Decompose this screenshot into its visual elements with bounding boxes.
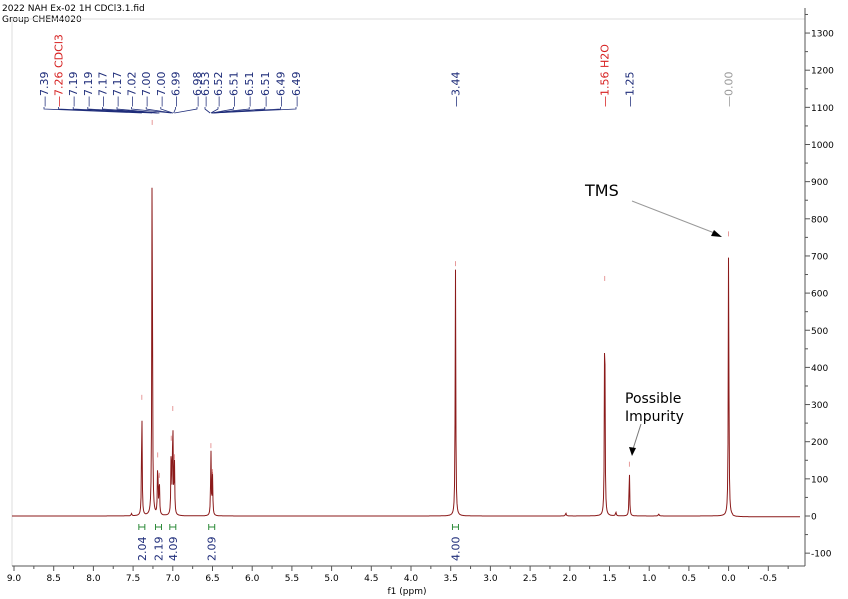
y-tick-label: 600 <box>811 290 828 300</box>
x-tick-label: 6.0 <box>245 574 260 584</box>
peak-label: —6.51 <box>243 72 256 108</box>
x-tick-label: 7.5 <box>126 574 140 584</box>
y-tick-label: -100 <box>811 550 832 560</box>
x-axis: 9.0 8.5 8.0 7.5 7.0 6.5 6.0 5.5 5.0 4.5 4.0 3.5 3.0 2… <box>7 565 805 584</box>
x-tick-label: 8.5 <box>47 574 61 584</box>
impurity-arrow <box>632 423 642 450</box>
x-tick-label: 0.5 <box>682 574 696 584</box>
y-tick-label: 1000 <box>811 141 834 151</box>
peak-label: —6.51 <box>259 72 272 108</box>
x-tick-label: 9.0 <box>7 574 22 584</box>
peak-label-leader <box>58 107 153 114</box>
peak-label: —6.49 <box>274 72 287 108</box>
x-tick-label: 4.5 <box>364 574 378 584</box>
tms-annotation: TMS <box>584 181 619 200</box>
annotations: TMS Possible Impurity <box>584 181 722 456</box>
spectrum-trace <box>12 119 800 518</box>
x-tick-label: 2.0 <box>563 574 578 584</box>
peak-label-leader <box>102 107 160 114</box>
peak-label-leader <box>116 107 160 114</box>
y-tick-label: 200 <box>811 438 828 448</box>
y-tick-label: 0 <box>811 513 817 523</box>
x-tick-label: 0.0 <box>721 574 736 584</box>
peak-label: —6.98 <box>191 72 204 108</box>
x-tick-label: 8.0 <box>86 574 101 584</box>
x-tick-label: 3.5 <box>444 574 458 584</box>
y-tick-label: 300 <box>811 401 828 411</box>
peak-label: —7.00 <box>155 72 168 108</box>
tms-arrow <box>631 200 718 235</box>
x-tick-label: 3.0 <box>483 574 498 584</box>
peak-labels: —7.39 —7.26 CDCl3 —7.19 —7.19 —7.17 —7.17 —7.0… <box>38 34 736 114</box>
x-tick-label: 1.0 <box>642 574 657 584</box>
integral-value: 2.09 <box>206 537 219 562</box>
y-tick-label: 1300 <box>811 30 834 40</box>
integrals: 2.04 2.19 4.09 2.09 4.00 <box>136 524 462 562</box>
file-name: 2022 NAH Ex-02 1H CDCl3.1.fid <box>2 4 145 14</box>
peak-label: —7.39 <box>38 72 51 108</box>
peak-label: —7.17 <box>96 72 109 108</box>
peak-label: —1.56 H2O <box>599 44 612 107</box>
peak-label-leader <box>160 107 173 114</box>
peak-label: —0.00 <box>723 72 736 108</box>
y-tick-label: 900 <box>811 178 828 188</box>
y-tick-label: 700 <box>811 252 828 262</box>
integral-value: 4.00 <box>449 537 462 562</box>
peak-label-leader <box>87 107 158 114</box>
x-tick-label: -0.5 <box>760 574 778 584</box>
impurity-arrow-head-icon <box>629 447 636 456</box>
peak-label-leader <box>210 107 219 114</box>
peak-label: —6.52 <box>212 72 225 108</box>
peak-label: —3.44 <box>449 72 462 108</box>
x-tick-label: 1.5 <box>602 574 616 584</box>
peak-label: —7.19 <box>82 72 95 108</box>
x-axis-label: f1 (ppm) <box>388 587 427 597</box>
peak-label: —1.25 <box>623 72 636 108</box>
spectrum-header: 2022 NAH Ex-02 1H CDCl3.1.fid Group CHEM… <box>2 4 145 26</box>
integral-value: 2.04 <box>136 537 149 562</box>
peak-label: —7.17 <box>111 72 124 108</box>
peak-label-leader <box>173 107 176 114</box>
impurity-annotation-line1: Possible <box>625 391 681 407</box>
peak-label: —7.00 <box>140 72 153 108</box>
y-tick-label: 100 <box>811 475 828 485</box>
peak-label: —7.19 <box>67 72 80 108</box>
y-tick-label: 1200 <box>811 67 834 77</box>
peak-label: —6.51 <box>228 72 241 108</box>
peak-label-leader <box>43 107 142 114</box>
peak-label-leader <box>131 107 172 114</box>
peak-label-leader <box>211 107 235 114</box>
spectrum-line <box>12 187 800 518</box>
x-tick-label: 4.0 <box>404 574 419 584</box>
peak-label: —7.02 <box>126 72 139 108</box>
peak-label-leader <box>213 107 297 114</box>
y-tick-label: 1100 <box>811 104 834 114</box>
tms-arrow-head-icon <box>711 230 722 237</box>
y-axis: 1300120011001000900800700600500400300200… <box>804 8 834 566</box>
x-tick-label: 5.5 <box>285 574 299 584</box>
x-tick-label: 2.5 <box>523 574 537 584</box>
x-tick-label: 6.5 <box>205 574 219 584</box>
group-name: Group CHEM4020 <box>2 15 82 25</box>
peak-label-leader <box>145 107 173 114</box>
peak-label: —6.53 <box>199 72 212 108</box>
integral-value: 2.19 <box>153 537 166 562</box>
peak-label: —6.99 <box>169 72 182 108</box>
peak-label-leader <box>174 107 198 114</box>
peak-label: —6.49 <box>290 72 303 108</box>
y-tick-label: 400 <box>811 364 828 374</box>
y-tick-label: 800 <box>811 215 828 225</box>
impurity-annotation-line2: Impurity <box>625 409 684 425</box>
peak-label-leader <box>204 107 211 114</box>
x-tick-label: 5.0 <box>324 574 339 584</box>
integral-value: 4.09 <box>167 537 180 562</box>
y-tick-label: 500 <box>811 327 828 337</box>
x-tick-label: 7.0 <box>166 574 181 584</box>
peak-label: —7.26 CDCl3 <box>53 34 66 107</box>
